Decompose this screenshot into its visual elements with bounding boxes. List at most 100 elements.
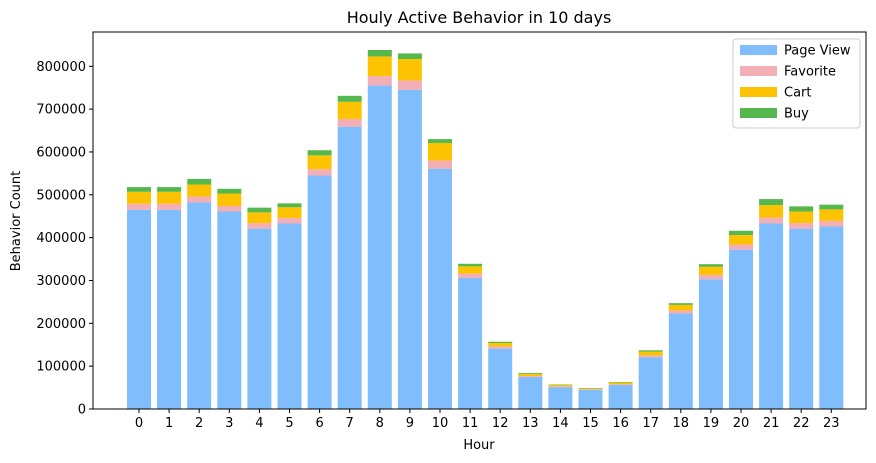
legend-swatch-cart [740, 87, 777, 97]
bar-cart-14 [548, 385, 573, 387]
bars-group [127, 49, 844, 410]
x-tick-label-3: 3 [225, 416, 233, 431]
bar-favorite-2 [187, 196, 212, 203]
legend-label-buy: Buy [784, 107, 809, 122]
x-axis-label: Hour [463, 438, 495, 453]
x-tick-label-10: 10 [432, 416, 449, 431]
bar-cart-8 [367, 56, 392, 77]
y-tick-label-0: 0 [78, 403, 86, 418]
bar-favorite-6 [307, 169, 332, 176]
bar-page-view-2 [187, 202, 212, 409]
x-tick-label-14: 14 [552, 416, 569, 431]
bar-favorite-22 [789, 223, 814, 229]
bar-buy-8 [367, 49, 392, 57]
bar-buy-20 [729, 230, 753, 236]
bar-favorite-5 [277, 217, 302, 224]
bar-buy-6 [307, 150, 332, 156]
bar-buy-3 [217, 188, 242, 194]
bar-cart-1 [157, 191, 182, 204]
bar-page-view-8 [367, 85, 392, 410]
bar-buy-21 [759, 199, 784, 206]
y-axis-label: Behavior Count [9, 171, 24, 271]
bar-cart-7 [337, 101, 362, 119]
bar-page-view-22 [789, 228, 814, 409]
legend-label-page-view: Page View [784, 44, 851, 59]
y-tick-label-800000: 800000 [36, 60, 86, 75]
bar-buy-4 [247, 207, 272, 213]
bar-page-view-20 [729, 249, 753, 409]
legend-box [732, 38, 861, 129]
x-tick-label-20: 20 [733, 416, 750, 431]
x-tick-label-22: 22 [793, 416, 810, 431]
bar-buy-2 [187, 178, 212, 185]
x-tick-label-4: 4 [255, 416, 263, 431]
bar-page-view-5 [277, 223, 302, 409]
bar-cart-23 [819, 209, 844, 221]
bar-cart-2 [187, 184, 212, 197]
bar-favorite-11 [458, 273, 483, 278]
bar-page-view-21 [759, 223, 784, 409]
legend-swatch-buy [740, 108, 777, 118]
bar-page-view-12 [488, 348, 513, 409]
bar-page-view-14 [548, 387, 573, 409]
bar-cart-16 [608, 382, 633, 385]
bar-cart-22 [789, 211, 814, 224]
x-tick-label-19: 19 [703, 416, 720, 431]
bar-favorite-10 [428, 160, 452, 169]
bar-cart-18 [668, 304, 693, 311]
bar-buy-10 [428, 139, 452, 143]
bar-page-view-11 [458, 277, 483, 409]
bar-cart-9 [397, 58, 422, 81]
bar-favorite-0 [127, 203, 151, 210]
bar-favorite-12 [488, 346, 513, 349]
bar-page-view-23 [819, 226, 844, 409]
bar-favorite-18 [668, 310, 693, 314]
y-tick-label-200000: 200000 [36, 317, 86, 332]
bar-cart-21 [759, 205, 784, 218]
x-tick-label-7: 7 [346, 416, 354, 431]
x-tick-label-21: 21 [763, 416, 780, 431]
bar-page-view-17 [638, 357, 663, 409]
legend-label-cart: Cart [784, 86, 812, 101]
x-tick-label-6: 6 [315, 416, 323, 431]
bar-cart-6 [307, 155, 332, 170]
bar-cart-12 [488, 343, 513, 347]
bar-buy-17 [638, 350, 663, 352]
bar-page-view-10 [428, 168, 452, 409]
bar-buy-22 [789, 206, 814, 212]
bar-favorite-17 [638, 355, 663, 358]
bar-cart-17 [638, 351, 663, 356]
bar-favorite-14 [548, 386, 573, 388]
bar-page-view-16 [608, 385, 633, 409]
x-tick-label-9: 9 [406, 416, 414, 431]
x-tick-label-13: 13 [522, 416, 539, 431]
x-tick-label-16: 16 [612, 416, 629, 431]
bar-cart-19 [698, 266, 723, 275]
bar-page-view-1 [157, 209, 182, 409]
y-tick-label-300000: 300000 [36, 274, 86, 289]
bar-cart-0 [127, 191, 151, 204]
bar-buy-0 [127, 187, 151, 192]
bar-cart-4 [247, 212, 272, 224]
bar-favorite-9 [397, 80, 422, 90]
y-tick-label-100000: 100000 [36, 360, 86, 375]
bar-favorite-13 [518, 376, 543, 377]
bar-cart-15 [578, 388, 603, 390]
legend: Page View Favorite Cart Buy [732, 38, 861, 129]
bar-page-view-18 [668, 313, 693, 409]
bar-cart-10 [428, 142, 452, 161]
bar-page-view-7 [337, 126, 362, 410]
bar-cart-3 [217, 193, 242, 206]
bar-favorite-19 [698, 274, 723, 280]
legend-swatch-favorite [740, 66, 777, 76]
bar-favorite-3 [217, 205, 242, 212]
bar-cart-20 [729, 235, 753, 245]
bar-favorite-1 [157, 203, 182, 210]
bar-buy-23 [819, 204, 844, 210]
bar-buy-13 [518, 373, 543, 374]
bar-favorite-23 [819, 220, 844, 227]
x-tick-label-1: 1 [165, 416, 173, 431]
bar-page-view-3 [217, 211, 242, 409]
x-tick-label-18: 18 [673, 416, 690, 431]
